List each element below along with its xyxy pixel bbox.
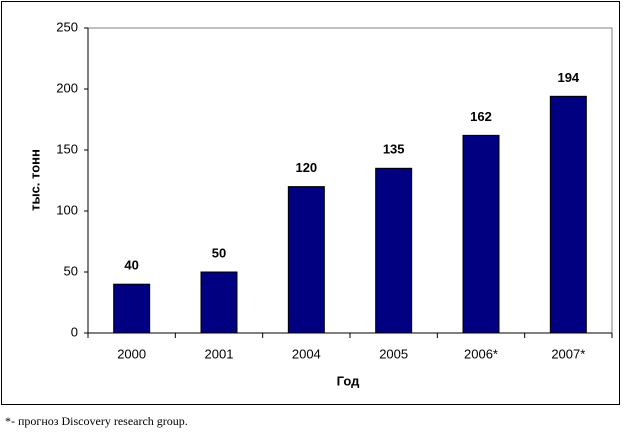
bar [287,186,325,334]
x-tick-label: 2000 [117,346,146,361]
data-label: 120 [295,160,317,175]
x-tick-label: 2007* [551,346,585,361]
bar [200,271,238,334]
y-tick-label: 250 [56,19,78,34]
y-axis-label: тыс. тонн [27,149,42,211]
x-tick-label: 2005 [379,346,408,361]
bar [462,134,500,334]
y-tick-label: 100 [56,202,78,217]
data-label: 40 [124,258,138,273]
data-label: 135 [383,142,405,157]
x-tick-label: 2001 [205,346,234,361]
y-tick-label: 0 [71,324,78,339]
bar [549,95,587,334]
data-label: 194 [557,70,579,85]
data-label: 50 [212,245,226,260]
x-tick-label: 2006* [464,346,498,361]
data-label: 162 [470,109,492,124]
bar [113,283,151,334]
y-tick-label: 50 [64,263,78,278]
x-tick-label: 2004 [292,346,321,361]
y-tick-label: 200 [56,80,78,95]
bar [375,167,413,334]
footnote: *- прогноз Discovery research group. [5,414,188,428]
x-axis-label: Год [337,373,360,388]
y-tick-label: 150 [56,141,78,156]
